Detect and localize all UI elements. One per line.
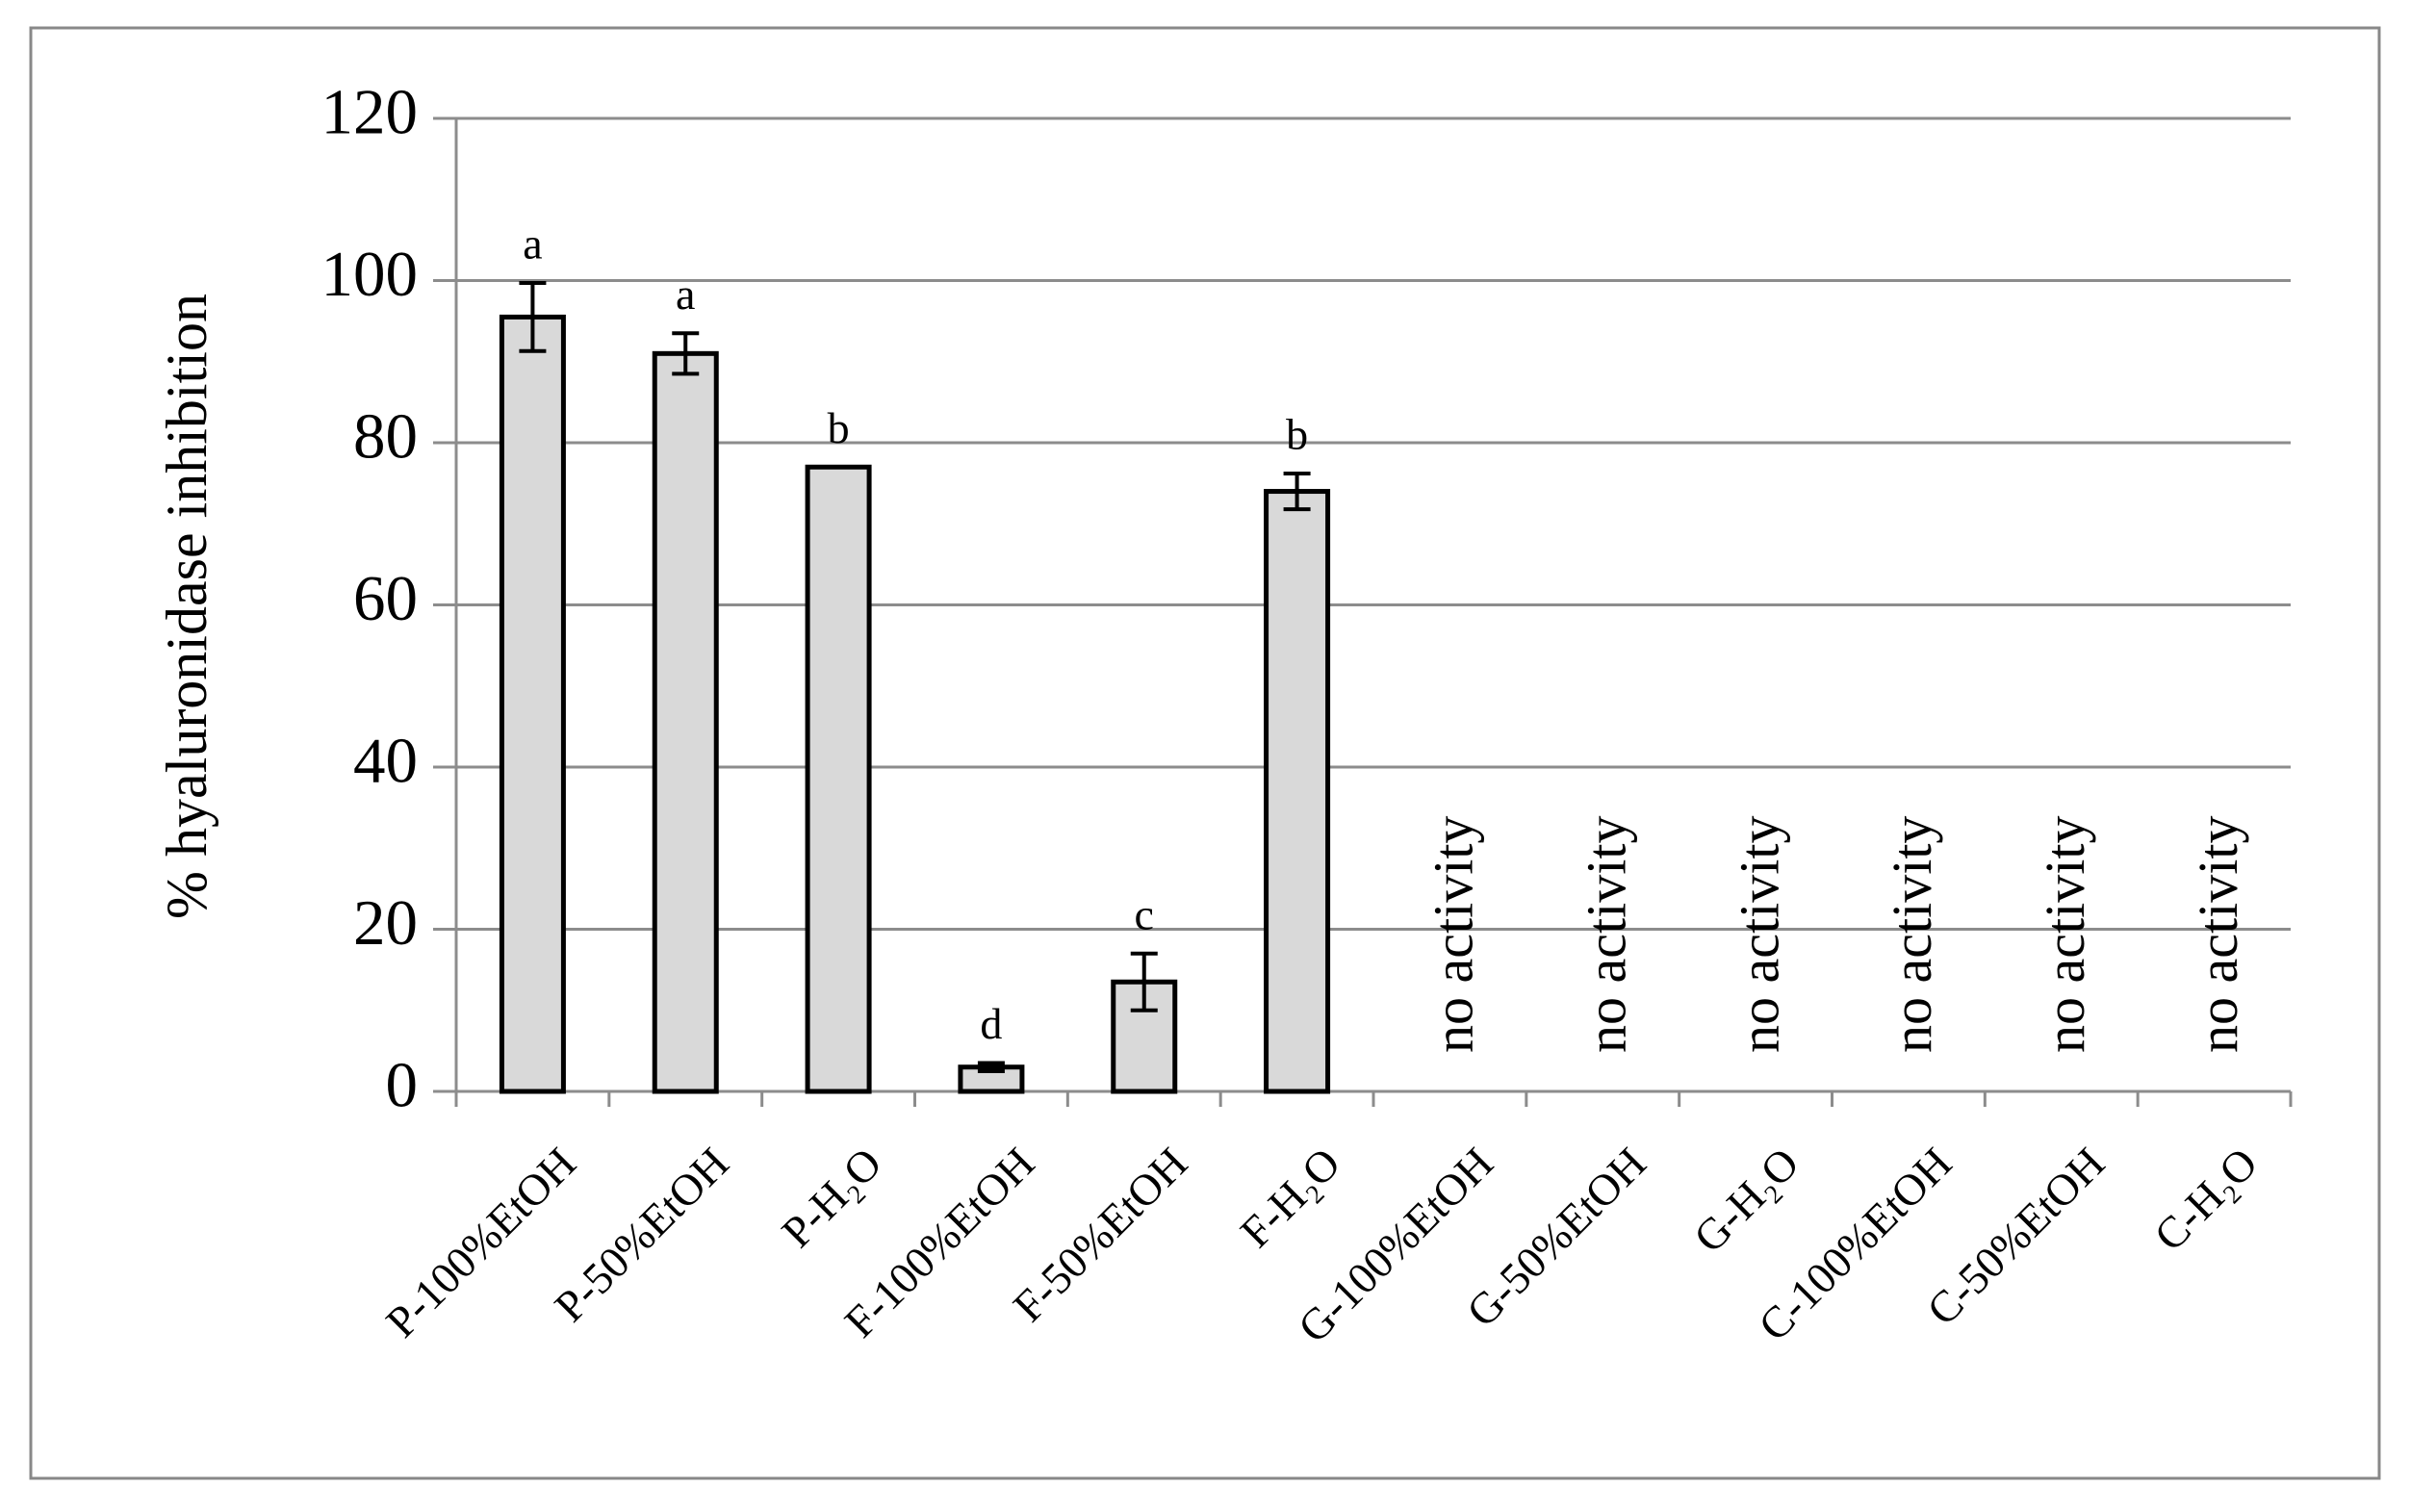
y-tick-label: 20: [353, 887, 418, 959]
x-tick-label: G-H₂O: [1684, 1138, 1808, 1262]
chart-frame: [29, 26, 2381, 1480]
bar: [652, 350, 719, 1094]
y-tick-label: 100: [321, 239, 419, 310]
bar: [499, 314, 566, 1094]
x-tick-label: P-H₂O: [772, 1138, 890, 1256]
y-axis-title: % hyaluronidase inhibition: [155, 294, 218, 919]
significance-letter: d: [980, 999, 1002, 1048]
y-tick-label: 0: [386, 1049, 419, 1120]
error-bar: [1130, 951, 1158, 1012]
y-tick-label: 120: [321, 76, 419, 147]
x-tick-label: P-100%EtOH: [376, 1138, 585, 1346]
annotation: no activity: [2034, 816, 2096, 1053]
y-tick-label: 60: [353, 563, 418, 634]
error-bar: [1283, 472, 1311, 512]
annotation: no activity: [1881, 816, 1943, 1053]
bar: [805, 464, 872, 1094]
annotation: no activity: [1576, 816, 1638, 1053]
significance-letter: a: [523, 219, 542, 269]
annotation: no activity: [2187, 816, 2249, 1053]
x-tick-label: F-H₂O: [1231, 1138, 1349, 1256]
annotation: no activity: [1423, 816, 1485, 1053]
significance-letter: a: [676, 269, 695, 319]
error-bar: [672, 331, 700, 376]
bar: [1264, 489, 1331, 1094]
significance-letter: b: [828, 403, 850, 452]
x-tick-label: C-H₂O: [2144, 1138, 2267, 1260]
significance-letter: b: [1286, 410, 1308, 459]
significance-letter: c: [1135, 889, 1154, 938]
bar: [1111, 979, 1178, 1094]
error-bar: [977, 1061, 1005, 1073]
y-tick-label: 80: [353, 400, 418, 472]
annotation: no activity: [1728, 816, 1790, 1053]
error-bar: [519, 281, 547, 353]
y-tick-label: 40: [353, 725, 418, 796]
